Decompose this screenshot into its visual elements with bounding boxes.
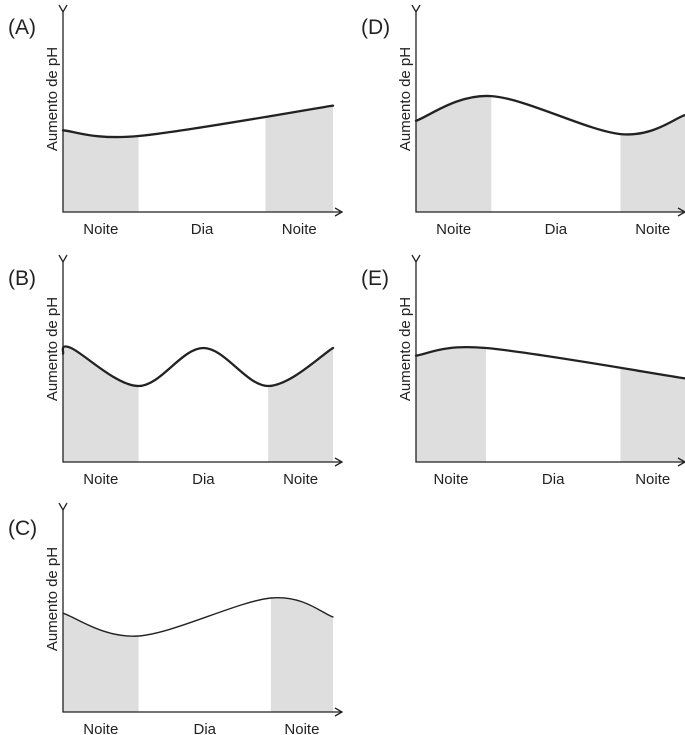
axes	[58, 502, 344, 717]
night-shade-1	[63, 597, 139, 712]
period-label-day: Dia	[193, 721, 216, 735]
period-label-night-1: Noite	[433, 471, 468, 488]
panel-c: (C) Aumento de pH Noite Dia Noite	[8, 502, 344, 735]
y-axis-label: Aumento de pH	[44, 297, 61, 401]
period-label-night-1: Noite	[83, 221, 118, 238]
axes	[411, 4, 685, 217]
panel-label: (A)	[8, 16, 36, 39]
axes	[58, 254, 344, 467]
period-label-night-1: Noite	[83, 721, 118, 735]
period-label-day: Dia	[192, 471, 215, 488]
period-label-night-2: Noite	[635, 471, 670, 488]
panel-b: (B) Aumento de pH Noite Dia Noite	[8, 254, 344, 488]
night-shade-2	[265, 105, 333, 212]
period-label-night-2: Noite	[283, 471, 318, 488]
night-shade-2	[620, 347, 685, 462]
night-shade-2	[270, 597, 333, 712]
period-label-night-2: Noite	[635, 221, 670, 238]
night-shade-1	[63, 105, 139, 212]
panel-label: (C)	[8, 517, 37, 540]
night-shade-1	[63, 346, 139, 462]
night-shades	[63, 597, 333, 712]
panel-label: (D)	[361, 16, 390, 39]
period-label-night-1: Noite	[83, 471, 118, 488]
period-label-day: Dia	[191, 221, 214, 238]
panel-e: (E) Aumento de pH Noite Dia Noite	[361, 254, 685, 488]
night-shade-2	[268, 346, 333, 462]
night-shade-1	[416, 95, 492, 212]
night-shade-2	[620, 95, 685, 212]
night-shades	[63, 346, 333, 462]
panel-label: (B)	[8, 267, 36, 290]
period-label-night-2: Noite	[282, 221, 317, 238]
night-shade-1	[416, 347, 486, 462]
panel-d: (D) Aumento de pH Noite Dia Noite	[361, 4, 685, 238]
period-label-day: Dia	[542, 471, 565, 488]
axes	[411, 254, 685, 467]
night-shades	[63, 105, 333, 212]
night-shades	[416, 95, 685, 212]
y-axis-label: Aumento de pH	[44, 47, 61, 151]
y-axis-label: Aumento de pH	[397, 297, 414, 401]
y-axis-label: Aumento de pH	[44, 547, 61, 651]
panel-a: (A) Aumento de pH Noite Dia Noite	[8, 4, 344, 238]
period-label-day: Dia	[545, 221, 568, 238]
period-label-night-1: Noite	[436, 221, 471, 238]
y-axis-label: Aumento de pH	[397, 47, 414, 151]
period-label-night-2: Noite	[284, 721, 319, 735]
panel-label: (E)	[361, 267, 389, 290]
night-shades	[416, 347, 685, 462]
axes	[58, 4, 344, 217]
